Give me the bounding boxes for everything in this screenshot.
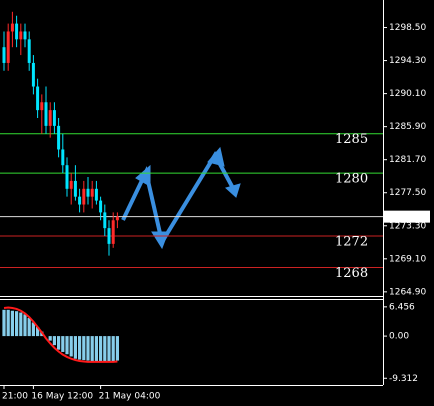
y-tick-label: 1294.30 xyxy=(389,56,426,66)
histogram-bar xyxy=(15,311,19,337)
y-tick-label: 1269.10 xyxy=(389,254,426,264)
histogram-bar xyxy=(48,336,52,341)
level-label: 1285 xyxy=(335,132,368,147)
candle-body xyxy=(23,31,27,40)
y-tick-label: 1290.10 xyxy=(389,89,426,99)
level-label: 1268 xyxy=(335,266,368,281)
level-label: 1280 xyxy=(335,172,368,187)
histogram-bar xyxy=(107,336,111,362)
candle-body xyxy=(90,188,94,197)
histogram-bar xyxy=(90,336,94,361)
histogram-bar xyxy=(31,322,35,337)
candle-body xyxy=(73,180,77,197)
annotation-arrows xyxy=(121,146,241,250)
candle-body xyxy=(31,62,35,87)
x-tick-label: 16 May 12:00 xyxy=(31,392,93,402)
y-tick-label: 1277.50 xyxy=(389,188,426,198)
candle-body xyxy=(15,23,19,40)
histogram-bar xyxy=(86,336,90,361)
y-tick-label: -9.312 xyxy=(389,374,418,384)
candle-body xyxy=(86,188,90,197)
candle-body xyxy=(10,23,14,32)
arrow-head xyxy=(207,146,225,167)
histogram-bar xyxy=(103,336,107,362)
candle-body xyxy=(115,216,119,221)
candle-body xyxy=(6,31,10,63)
histogram-bar xyxy=(99,336,103,361)
candle-body xyxy=(52,110,56,126)
histogram-bar xyxy=(23,314,27,337)
histogram-bar xyxy=(73,336,77,359)
histogram-bar xyxy=(19,312,23,337)
candle-body xyxy=(103,212,107,229)
histogram-bar xyxy=(69,336,73,357)
y-tick-label: 1298.50 xyxy=(389,23,426,33)
candle-body xyxy=(2,47,6,63)
histogram-bar xyxy=(2,309,6,337)
signal-line xyxy=(3,306,118,363)
arrow-head xyxy=(135,164,151,187)
histogram-bar xyxy=(65,336,69,355)
candle-body xyxy=(40,102,44,111)
candle-body xyxy=(107,228,111,244)
y-tick-label: 6.456 xyxy=(389,302,415,312)
histogram-bar xyxy=(10,310,14,337)
candle-body xyxy=(48,110,52,126)
candle-body xyxy=(69,180,73,189)
candle-body xyxy=(57,125,61,150)
y-tick-label: 1281.70 xyxy=(389,155,426,165)
candle-body xyxy=(82,188,86,205)
candle-body xyxy=(65,165,69,189)
x-tick-label: 21 May 04:00 xyxy=(99,392,161,402)
candle-body xyxy=(44,102,48,126)
histogram-bar xyxy=(82,336,86,361)
last-price-box xyxy=(384,210,430,223)
candle-body xyxy=(99,200,103,213)
histogram-bar xyxy=(61,336,65,352)
histogram-bar xyxy=(52,336,56,346)
level-label: 1272 xyxy=(335,235,368,250)
x-tick-label: 21:00 xyxy=(2,392,28,402)
y-tick-label: 1285.90 xyxy=(389,122,426,132)
histogram-bar xyxy=(36,327,40,337)
histogram-bar xyxy=(6,309,10,337)
arrow-head xyxy=(224,183,241,198)
y-tick-label: 1273.30 xyxy=(389,221,426,231)
histogram-bar xyxy=(111,336,115,361)
candle-body xyxy=(61,149,65,166)
candle-body xyxy=(111,220,115,244)
last-price-label: 1274.46 xyxy=(389,212,426,222)
candle-body xyxy=(78,196,82,205)
histogram-bar xyxy=(78,336,82,360)
histogram-bar xyxy=(57,336,61,350)
histogram-bar xyxy=(115,336,119,361)
candle-body xyxy=(19,31,23,40)
candle-body xyxy=(94,188,98,201)
y-tick-label: 0.00 xyxy=(389,332,409,342)
y-tick-label: 1264.90 xyxy=(389,287,426,297)
candle-body xyxy=(27,39,31,63)
candle-body xyxy=(36,86,40,111)
histogram-bar xyxy=(27,317,31,337)
histogram-bar xyxy=(94,336,98,361)
